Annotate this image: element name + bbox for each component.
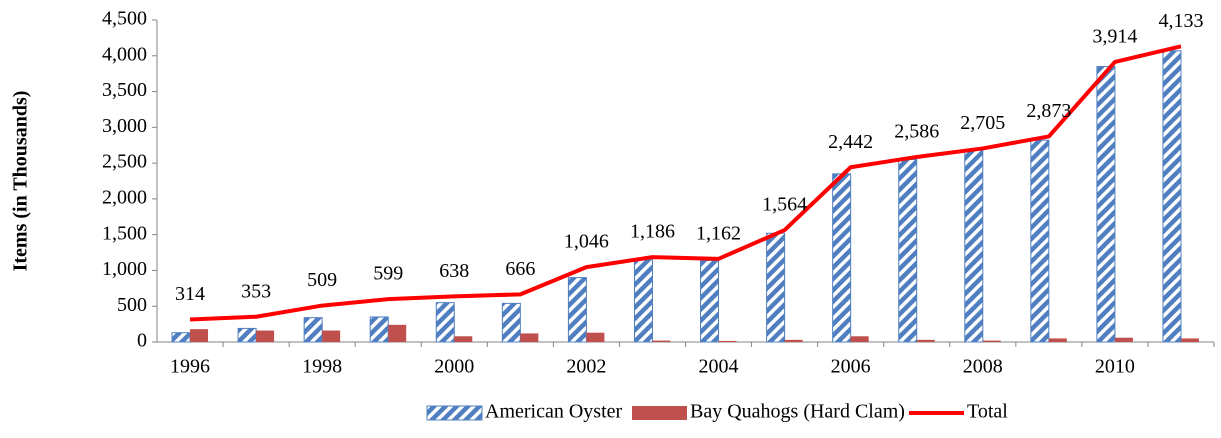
x-tick-label: 2002 <box>566 356 606 378</box>
bar <box>435 302 455 343</box>
data-label: 2,442 <box>828 131 873 153</box>
bar <box>784 339 803 342</box>
bar <box>964 149 984 343</box>
bar <box>256 330 275 342</box>
line <box>189 44 1182 322</box>
legend-label: Total <box>967 401 1008 423</box>
data-label: 1,186 <box>630 221 675 243</box>
bar <box>982 340 1001 342</box>
x-tick-label: 1998 <box>302 356 342 378</box>
data-label: 2,705 <box>960 112 1005 134</box>
bar <box>766 232 786 343</box>
bar <box>1162 50 1182 343</box>
bar <box>586 332 605 342</box>
bar <box>369 316 389 343</box>
bar <box>652 340 671 342</box>
bar <box>171 332 191 343</box>
data-label: 314 <box>175 283 205 305</box>
data-label: 509 <box>307 269 337 291</box>
bar <box>1048 338 1067 342</box>
y-tick-label: 0 <box>137 330 147 352</box>
data-label: 638 <box>439 260 469 282</box>
bar <box>567 277 587 343</box>
x-tick-label: 2010 <box>1095 356 1135 378</box>
bar <box>520 333 539 342</box>
bar <box>633 259 653 343</box>
legend-label: American Oyster <box>485 401 623 423</box>
bar <box>303 317 323 343</box>
data-label: 666 <box>505 258 535 280</box>
y-tick-label: 4,000 <box>102 43 147 65</box>
y-tick-label: 1,000 <box>102 258 147 280</box>
legend-swatch <box>426 405 483 421</box>
data-label: 4,133 <box>1158 10 1203 32</box>
bar <box>322 330 341 342</box>
legend-swatch <box>632 406 687 420</box>
data-label: 2,873 <box>1026 100 1071 122</box>
bar <box>700 259 720 343</box>
bar <box>454 336 473 342</box>
bar <box>501 302 521 343</box>
bar <box>388 324 407 342</box>
legend-label: Bay Quahogs (Hard Clam) <box>690 401 905 423</box>
data-label: 1,564 <box>762 194 807 216</box>
y-tick-label: 3,000 <box>102 115 147 137</box>
x-tick-label: 2008 <box>963 356 1003 378</box>
y-tick-label: 2,500 <box>102 151 147 173</box>
y-axis-title: Items (in Thousands) <box>10 91 32 272</box>
bar <box>1030 139 1050 343</box>
x-tick-label: 2000 <box>434 356 474 378</box>
x-tick-label: 2004 <box>699 356 739 378</box>
bar <box>832 173 852 343</box>
data-label: 353 <box>241 280 271 302</box>
data-label: 2,586 <box>894 121 939 143</box>
bar <box>1114 337 1133 342</box>
bar <box>1096 66 1116 343</box>
y-tick-label: 4,500 <box>102 8 147 30</box>
bar <box>1180 338 1199 342</box>
x-tick-label: 1996 <box>170 356 210 378</box>
x-tick-label: 2006 <box>831 356 871 378</box>
bar <box>850 336 869 342</box>
data-label: 599 <box>373 263 403 285</box>
data-label: 1,162 <box>696 222 741 244</box>
data-label: 1,046 <box>564 231 609 253</box>
bar <box>898 159 918 343</box>
y-tick-label: 3,500 <box>102 79 147 101</box>
bar <box>718 340 737 342</box>
y-tick-label: 2,000 <box>102 186 147 208</box>
y-tick-label: 500 <box>117 294 147 316</box>
bar <box>916 339 935 342</box>
y-tick-label: 1,500 <box>102 222 147 244</box>
bar <box>190 329 209 342</box>
bar <box>237 327 257 343</box>
data-label: 3,914 <box>1092 26 1137 48</box>
